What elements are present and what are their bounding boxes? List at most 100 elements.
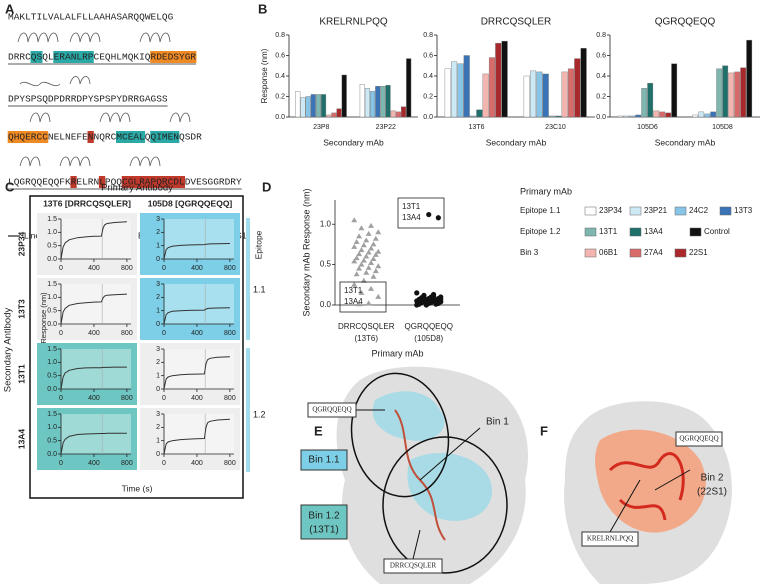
row-label: 23P34 [16,231,26,256]
sequence-segment: QL [42,52,54,63]
point [353,255,360,261]
chart-title: QGRQQEQQ [655,17,716,28]
x-tick-label: 0 [162,330,166,337]
bar [310,94,316,118]
x-tick-label: 400 [191,460,203,467]
peptide-label: DRRCQSQLER [390,562,437,570]
sequence-segment: QSDR [179,132,202,143]
bar [580,48,587,118]
y-axis-label: Secondary mAb Response (nm) [301,188,311,316]
bar [401,106,407,118]
point [370,255,377,261]
bar [495,43,502,118]
annotation-box [397,197,445,229]
legend-group-label: Epitope 1.2 [520,227,561,236]
callout [419,427,481,481]
y-axis-label: Response (nm) [260,48,269,103]
annotation: 13A4 [402,213,421,222]
y-tick-label: 1.0 [47,294,57,301]
x-tick-label: 0 [162,395,166,402]
legend-group-label: Bin 3 [520,248,539,257]
y-tick-label: 1 [156,308,160,315]
point [365,230,372,236]
legend-label: Linear [24,230,48,240]
x-tick-label: 800 [224,265,236,272]
response-curve [60,366,127,390]
x-tick-label: 800 [121,395,133,402]
x-tick-label: 800 [121,330,133,337]
plot-area [164,349,234,389]
point [375,229,382,235]
bar [698,111,705,118]
x-tick-label: 0 [162,460,166,467]
ribbon [394,409,446,541]
point [358,261,365,267]
point [435,215,441,221]
y-tick-label: 1.0 [47,359,57,366]
bar [385,85,391,118]
response-curve [163,307,230,325]
point [363,269,370,275]
row-label: 13T3 [16,299,26,319]
legend-swatch [674,248,687,258]
y-tick-label: 0.4 [275,73,285,80]
bar [617,115,624,118]
bar [476,109,483,118]
y-tick-label: 0.2 [423,93,433,100]
helix [17,32,59,43]
sequence-segment: QS [31,52,43,63]
x-axis-label: Time (s) [122,483,153,493]
bar [716,68,723,118]
y-axis-label: Secondary Antibody [3,308,14,393]
x-tick-label: 400 [191,265,203,272]
bin-highlight [121,176,185,188]
bar [300,97,306,118]
bin-highlight [98,176,106,188]
point [353,271,360,277]
sequence-segment: ELRN [76,177,99,188]
epitope-bar [246,218,250,340]
sequence-segment: CGLRAPQRCDL [122,177,185,188]
legend-swatch [719,206,732,216]
sequence-segment: QHQERCC [8,132,48,143]
bin-label: Bin 1.1 [308,455,340,466]
sequence-segment: MAKLTILVALALFLLAAHASARQQWELQG [8,12,174,23]
x-tick-label: 0 [59,460,63,467]
bar [704,113,711,118]
bar [315,94,321,118]
bar [463,55,470,118]
y-tick-label: 0.8 [423,32,433,39]
bar [671,63,678,118]
bar [653,110,660,118]
bar [390,110,396,118]
y-tick-label: 2 [156,294,160,301]
point [418,299,425,306]
panel-label: D [262,179,271,194]
cell-background [37,408,137,470]
x-tick-label: 400 [88,330,100,337]
label-box [307,402,357,418]
bar [692,114,699,118]
bin-patch [407,452,492,521]
point [426,211,432,218]
legend-swatch [584,206,597,216]
sequence-segment: NELNEFE [48,132,88,143]
point [360,257,367,263]
legend-label: Control [704,227,730,236]
x-axis-label: Secondary mAb [323,137,384,147]
bar [536,71,543,118]
helix-decor [17,32,191,167]
legend-swatch [584,227,597,237]
point [356,265,363,271]
point [365,300,372,306]
bar [326,114,332,118]
panel-label: C [5,179,15,194]
point [428,298,434,304]
y-tick-label: 0.0 [47,451,57,458]
x-tick-label: 800 [224,395,236,402]
response-curve [163,356,230,390]
point [351,281,358,287]
sequence-segment: Q [145,132,151,143]
legend-swatch [629,248,642,258]
point [372,251,379,257]
